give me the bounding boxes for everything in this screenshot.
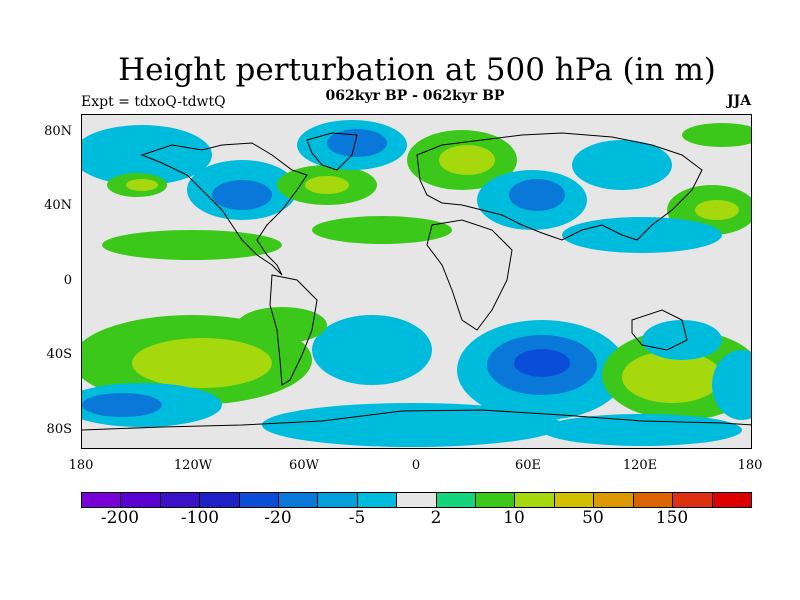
lon-tick-180e: 180 xyxy=(737,458,763,473)
map-title: Height perturbation at 500 hPa (in m) xyxy=(118,52,716,88)
contour-blob xyxy=(712,350,751,420)
colorbar-swatch xyxy=(673,493,713,507)
contour-blob xyxy=(305,176,349,194)
contour-map xyxy=(81,114,752,449)
contour-blob xyxy=(102,230,282,260)
lat-tick-40n: 40N xyxy=(44,198,72,213)
contour-blob xyxy=(514,349,570,377)
colorbar-swatch xyxy=(554,493,595,507)
contour-blob xyxy=(237,307,327,343)
contour-fields xyxy=(82,120,751,447)
contour-blob xyxy=(642,320,722,360)
lon-tick-180w: 180 xyxy=(68,458,94,473)
colorbar-swatch xyxy=(633,493,674,507)
contour-blob xyxy=(212,180,272,210)
contour-blob xyxy=(82,393,162,417)
colorbar-swatch xyxy=(318,493,358,507)
colorbar-swatch xyxy=(82,493,122,507)
colorbar-label: -20 xyxy=(264,508,292,528)
colorbar-label: 50 xyxy=(582,508,604,528)
colorbar-label: -200 xyxy=(100,508,140,528)
colorbar-swatch xyxy=(436,493,477,507)
map-subtitle: 062kyr BP - 062kyr BP xyxy=(325,88,505,104)
colorbar-swatch xyxy=(121,493,161,507)
coastline-greenland xyxy=(306,132,358,171)
contour-blob xyxy=(542,414,742,446)
contour-blob xyxy=(312,315,432,385)
contour-blob xyxy=(439,145,495,175)
experiment-label: Expt = tdxoQ-tdwtQ xyxy=(81,94,226,110)
colorbar-swatch xyxy=(515,493,555,507)
lon-tick-0: 0 xyxy=(411,458,421,473)
coastline-eurasia xyxy=(416,132,703,241)
contour-blob xyxy=(262,403,562,447)
colorbar-swatch xyxy=(239,493,280,507)
colorbar-swatch xyxy=(279,493,319,507)
lat-tick-80n: 80N xyxy=(44,124,72,139)
lat-tick-80s: 80S xyxy=(46,422,72,437)
colorbar-swatch xyxy=(476,493,516,507)
season-label: JJA xyxy=(727,93,752,109)
colorbar-label: 10 xyxy=(503,508,525,528)
coastline-australia xyxy=(631,309,688,351)
contour-blob xyxy=(572,140,672,190)
colorbar-swatch xyxy=(397,493,437,507)
lat-tick-40s: 40S xyxy=(46,347,72,362)
contour-blob xyxy=(82,125,212,185)
colorbar-label: -5 xyxy=(348,508,366,528)
colorbar-label: -100 xyxy=(180,508,220,528)
contour-blob xyxy=(132,338,272,388)
colorbar-swatch xyxy=(712,493,751,507)
lon-tick-60e: 60E xyxy=(514,458,542,473)
lon-tick-120e: 120E xyxy=(622,458,658,473)
contour-blob xyxy=(509,179,565,211)
colorbar-swatch xyxy=(200,493,240,507)
lon-tick-120w: 120W xyxy=(173,458,213,473)
contour-blob xyxy=(126,179,158,191)
contour-blob xyxy=(622,351,722,403)
contour-blob xyxy=(695,200,739,220)
lat-tick-0: 0 xyxy=(63,273,72,288)
colorbar-swatch xyxy=(594,493,634,507)
contour-blob xyxy=(682,123,751,147)
contour-blob xyxy=(327,129,387,157)
coastline-south-america xyxy=(269,274,318,386)
coastline-africa xyxy=(426,219,513,331)
colorbar-swatch xyxy=(357,493,398,507)
colorbar-label: 150 xyxy=(655,508,689,528)
colorbar-label: 2 xyxy=(430,508,442,528)
lon-tick-60w: 60W xyxy=(289,458,319,473)
contour-blob xyxy=(312,216,452,244)
coastline-antarctica xyxy=(82,409,751,431)
colorbar-swatch xyxy=(160,493,201,507)
colorbar xyxy=(81,492,752,508)
map-canvas xyxy=(82,120,751,447)
coastline-north-america xyxy=(140,142,308,276)
coastlines xyxy=(82,132,751,431)
